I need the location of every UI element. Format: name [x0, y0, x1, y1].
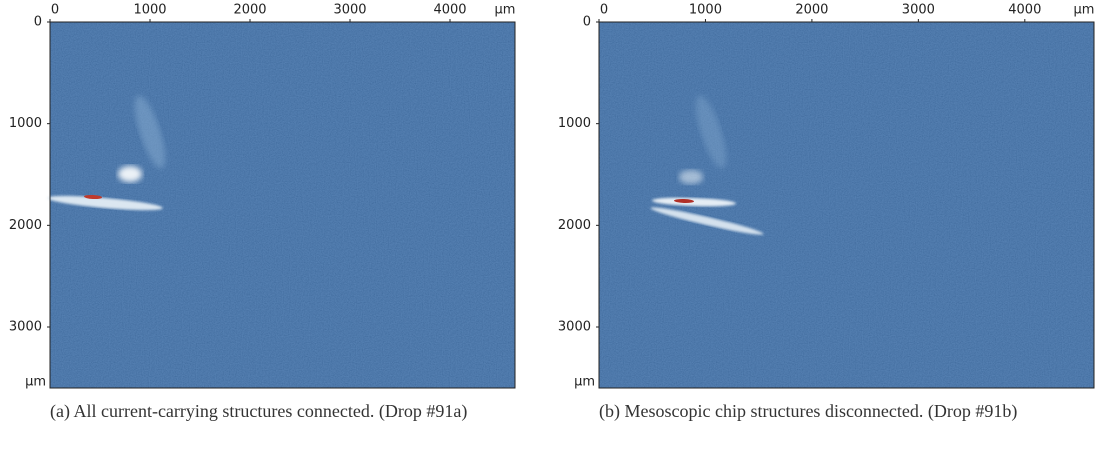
y-tick-label: 0 — [34, 15, 42, 30]
y-tick-label: 1000 — [558, 116, 591, 131]
image-frame — [49, 21, 516, 389]
x-tick-label: 4000 — [433, 3, 466, 18]
bright-streak — [652, 197, 736, 207]
x-tick-label: 1000 — [689, 3, 722, 18]
x-unit: μm — [1074, 3, 1095, 18]
x-tick-label: 3000 — [333, 3, 366, 18]
x-tick-label: 4000 — [1008, 3, 1041, 18]
image-panel — [598, 21, 1095, 389]
y-tick-label: 2000 — [558, 218, 591, 233]
y-tick-label: 0 — [583, 15, 591, 30]
image-frame — [598, 21, 1095, 389]
x-tick-label: 0 — [600, 3, 608, 18]
x-tick-label: 0 — [51, 3, 59, 18]
caption: (b) Mesoscopic chip structures disconnec… — [599, 401, 1018, 421]
bright-streak — [47, 195, 163, 211]
caption: (a) All current-carrying structures conn… — [50, 401, 468, 421]
y-tick-label: 3000 — [9, 320, 42, 335]
x-unit: μm — [495, 3, 516, 18]
bright-streak — [695, 95, 727, 169]
y-tick-label: 2000 — [9, 218, 42, 233]
bright-streak — [134, 95, 166, 169]
y-unit: μm — [574, 375, 595, 390]
bright-streak — [679, 170, 703, 184]
bright-streak — [674, 198, 694, 204]
x-tick-label: 2000 — [795, 3, 828, 18]
bright-streak — [118, 166, 142, 182]
image-panel — [47, 21, 516, 389]
x-tick-label: 3000 — [902, 3, 935, 18]
y-unit: μm — [25, 375, 46, 390]
y-tick-label: 1000 — [9, 116, 42, 131]
x-tick-label: 2000 — [233, 3, 266, 18]
y-tick-label: 3000 — [558, 320, 591, 335]
x-tick-label: 1000 — [133, 3, 166, 18]
image-noise — [599, 22, 1094, 388]
bright-streak — [650, 207, 764, 235]
bright-streak — [84, 194, 102, 200]
